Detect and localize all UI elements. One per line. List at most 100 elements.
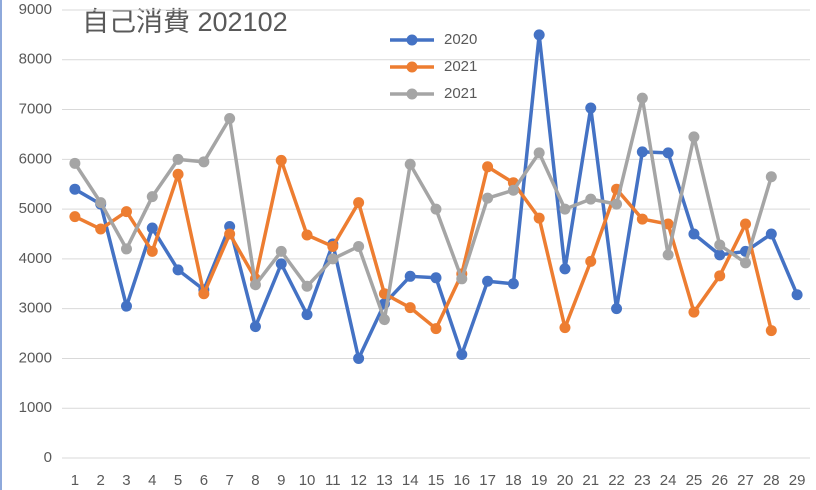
x-tick-label: 3 <box>122 472 130 489</box>
point <box>662 147 674 159</box>
point <box>95 197 107 209</box>
point <box>611 198 623 210</box>
y-tick-label: 6000 <box>19 150 52 167</box>
point <box>120 206 132 218</box>
point <box>146 245 158 257</box>
x-tick-label: 8 <box>251 472 259 489</box>
x-tick-label: 1 <box>71 472 79 489</box>
x-tick-label: 4 <box>148 472 156 489</box>
point <box>378 314 390 326</box>
point <box>275 245 287 257</box>
point <box>172 168 184 180</box>
chart-title: 自己消費 202102 <box>82 7 288 37</box>
x-tick-label: 14 <box>402 472 419 489</box>
point <box>688 131 700 143</box>
point <box>482 161 494 173</box>
x-tick-label: 17 <box>479 472 496 489</box>
point <box>559 322 571 334</box>
x-tick-label: 12 <box>350 472 367 489</box>
point <box>146 222 158 234</box>
point <box>404 158 416 170</box>
y-tick-label: 0 <box>44 449 52 466</box>
y-tick-label: 4000 <box>19 250 52 267</box>
point <box>69 211 81 223</box>
point <box>456 348 468 360</box>
x-tick-label: 21 <box>582 472 599 489</box>
point <box>249 321 261 333</box>
point <box>249 279 261 291</box>
point <box>507 184 519 196</box>
x-tick-label: 22 <box>608 472 625 489</box>
x-tick-label: 7 <box>225 472 233 489</box>
point <box>353 197 365 209</box>
point <box>172 153 184 165</box>
x-tick-label: 23 <box>634 472 651 489</box>
x-tick-label: 19 <box>531 472 548 489</box>
point <box>662 249 674 261</box>
series-line <box>73 96 773 322</box>
point <box>740 218 752 230</box>
point <box>533 212 545 224</box>
point <box>533 147 545 159</box>
point <box>198 288 210 300</box>
point <box>430 323 442 335</box>
point <box>559 203 571 215</box>
x-tick-label: 28 <box>763 472 780 489</box>
point <box>275 154 287 166</box>
point <box>301 309 313 321</box>
point <box>146 191 158 203</box>
point <box>172 264 184 276</box>
point <box>482 275 494 287</box>
point <box>224 228 236 240</box>
point <box>482 192 494 204</box>
x-tick-label: 29 <box>789 472 806 489</box>
point <box>765 325 777 337</box>
point <box>559 263 571 275</box>
legend-label: 2020 <box>444 31 477 48</box>
x-tick-label: 20 <box>557 472 574 489</box>
x-tick-label: 16 <box>453 472 470 489</box>
point <box>224 113 236 125</box>
point <box>69 183 81 195</box>
y-tick-label: 8000 <box>19 51 52 68</box>
y-tick-label: 3000 <box>19 300 52 317</box>
x-tick-label: 26 <box>711 472 728 489</box>
point <box>585 255 597 267</box>
x-tick-label: 2 <box>97 472 105 489</box>
y-tick-label: 9000 <box>19 1 52 18</box>
point <box>662 218 674 230</box>
series-line <box>74 158 774 331</box>
legend-label: 2021 <box>444 85 477 102</box>
point <box>714 270 726 282</box>
point <box>585 193 597 205</box>
point <box>430 272 442 284</box>
point <box>533 29 545 41</box>
point <box>69 157 81 169</box>
x-tick-label: 11 <box>325 472 341 489</box>
x-tick-label: 18 <box>505 472 522 489</box>
point <box>95 223 107 235</box>
point <box>636 213 648 225</box>
point <box>740 257 752 269</box>
point <box>636 92 648 104</box>
point <box>327 253 339 265</box>
legend-marker <box>406 34 418 46</box>
point <box>611 303 623 315</box>
point <box>714 239 726 251</box>
point <box>585 102 597 114</box>
x-tick-label: 5 <box>174 472 182 489</box>
point <box>301 229 313 241</box>
point <box>507 278 519 290</box>
point <box>275 258 287 270</box>
point <box>353 240 365 252</box>
point <box>120 300 132 312</box>
point <box>636 146 648 158</box>
point <box>301 280 313 292</box>
x-tick-label: 25 <box>686 472 703 489</box>
y-tick-label: 5000 <box>19 200 52 217</box>
point <box>765 171 777 183</box>
point <box>688 306 700 318</box>
x-tick-label: 10 <box>299 472 316 489</box>
